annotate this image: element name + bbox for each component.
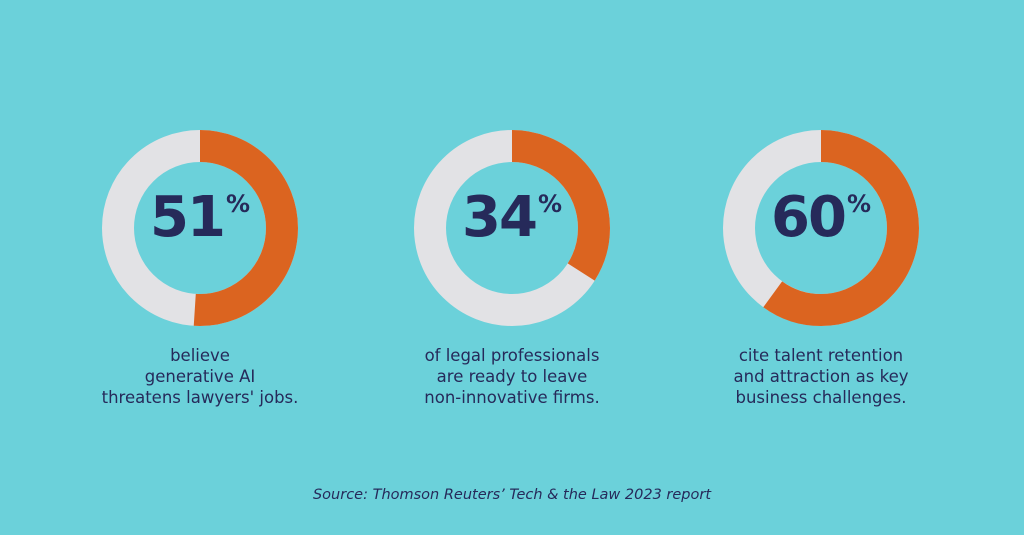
caption-line: cite talent retention — [738, 346, 904, 365]
stat-number: 34 — [462, 185, 538, 250]
stat-value: 34% — [362, 190, 662, 246]
percent-sign: % — [225, 190, 250, 218]
stat-caption: of legal professionals are ready to leav… — [362, 345, 662, 408]
donut-chart — [414, 130, 610, 326]
donut-value-arc — [723, 130, 919, 326]
caption-line: threatens lawyers' jobs. — [101, 388, 299, 407]
donut-value-arc — [102, 130, 298, 326]
stat-value: 51% — [50, 190, 350, 246]
donut-chart — [102, 130, 298, 326]
stat-number: 60 — [771, 185, 847, 250]
stat-card: 51% believe generative AI threatens lawy… — [50, 0, 350, 420]
caption-line: believe — [170, 346, 230, 365]
caption-line: of legal professionals — [424, 346, 600, 365]
percent-sign: % — [537, 190, 562, 218]
caption-line: and attraction as key — [733, 367, 909, 386]
stat-card: 60% cite talent retention and attraction… — [671, 0, 971, 420]
caption-line: business challenges. — [735, 388, 907, 407]
caption-line: are ready to leave — [436, 367, 588, 386]
source-note: Source: Thomson Reuters’ Tech & the Law … — [312, 487, 712, 503]
caption-line: generative AI — [144, 367, 256, 386]
stat-caption: cite talent retention and attraction as … — [671, 345, 971, 408]
stat-card: 34% of legal professionals are ready to … — [362, 0, 662, 420]
stat-value: 60% — [671, 190, 971, 246]
stat-caption: believe generative AI threatens lawyers'… — [50, 345, 350, 408]
caption-line: non-innovative firms. — [424, 388, 600, 407]
donut-chart — [723, 130, 919, 326]
donut-value-arc — [414, 130, 610, 326]
percent-sign: % — [846, 190, 871, 218]
stat-number: 51 — [150, 185, 226, 250]
